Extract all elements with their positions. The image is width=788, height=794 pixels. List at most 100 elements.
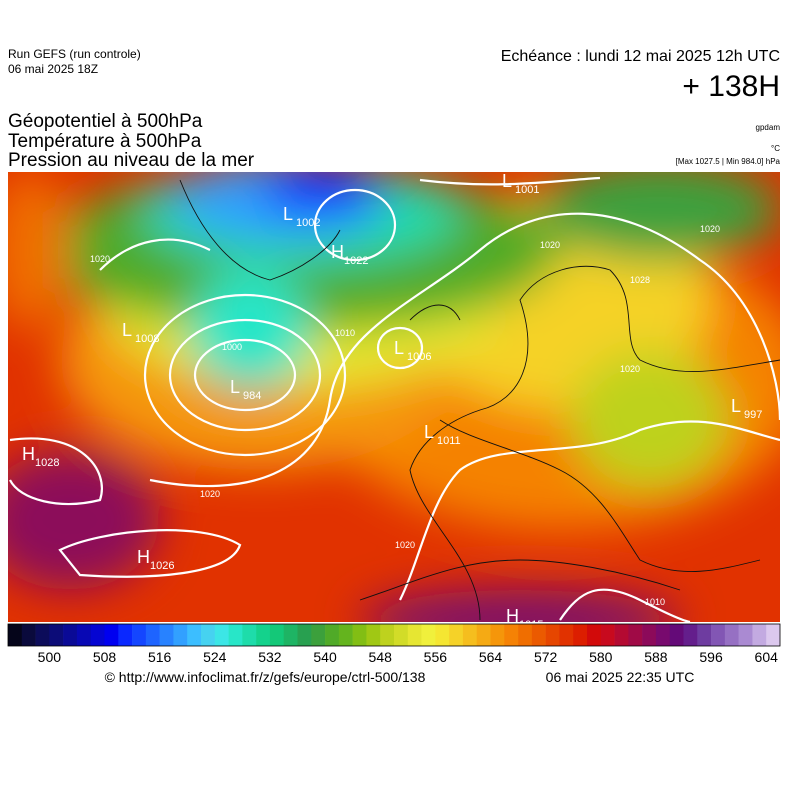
color-swatch [697,624,712,646]
isobar-label: 1010 [645,597,665,607]
color-swatch [614,624,629,646]
unit-gpdam: gpdam [756,123,781,132]
colorbar-label: 508 [93,649,117,665]
color-swatch [504,624,519,646]
isobars [9,176,780,622]
center-kind: L [424,422,434,442]
unit-celsius: °C [771,144,780,153]
color-swatch [587,624,602,646]
color-swatch [435,624,450,646]
color-swatch [490,624,505,646]
color-swatch [407,624,422,646]
center-value: 1026 [150,560,174,572]
color-swatch [76,624,92,646]
colorbar-label: 564 [479,649,503,665]
color-swatch [421,624,436,646]
color-swatch [283,624,298,646]
center-kind: L [230,377,240,397]
color-swatch [600,624,615,646]
timestamp: 06 mai 2025 22:35 UTC [546,669,695,685]
isobar-label: 1020 [620,364,640,374]
color-swatch [518,624,533,646]
color-swatch [476,624,491,646]
pressure-range: [Max 1027.5 | Min 984.0] hPa [676,157,781,166]
isobar-label: 1020 [90,254,110,264]
color-swatch [256,624,271,646]
color-swatch [63,624,78,646]
colorbar-label: 580 [589,649,613,665]
colorbar-label: 572 [534,649,558,665]
colorbar-label: 524 [203,649,227,665]
color-swatch [173,624,188,646]
color-swatch [683,624,698,646]
source: © http://www.infoclimat.fr/z/gefs/europe… [105,669,426,685]
color-swatch [297,624,312,646]
colorbar-label: 556 [424,649,448,665]
isobar-label: 1020 [395,540,415,550]
center-value: 1011 [437,435,461,447]
color-swatch [559,624,574,646]
color-swatch [545,624,560,646]
center-value: 1022 [344,255,368,267]
color-swatch [766,624,781,646]
color-swatch [242,624,257,646]
color-swatch [269,624,285,646]
center-value: 997 [744,409,762,421]
center-kind: H [331,242,344,262]
isobar-label: 1020 [700,224,720,234]
center-value: 1001 [515,184,539,196]
color-swatch [325,624,340,646]
colorbar-label: 540 [313,649,337,665]
center-kind: L [502,171,512,191]
color-swatch [352,624,367,646]
color-swatch [738,624,753,646]
color-swatch [132,624,147,646]
isobar-labels: 1020 1000 1010 1020 1020 1028 1020 1020 1010 1020 [90,224,720,607]
color-swatch [21,624,36,646]
center-value: 984 [243,390,261,402]
color-swatch [366,624,381,646]
color-swatch [462,624,478,646]
echeance: Echéance : lundi 12 mai 2025 12h UTC [501,48,780,65]
colorbar-label: 604 [755,649,779,665]
center-kind: H [137,547,150,567]
run-label: Run GEFS (run controle) [8,47,141,61]
center-kind: H [506,606,519,626]
color-swatch [159,624,174,646]
center-kind: H [22,444,35,464]
color-swatch [338,624,353,646]
colorbar-label: 500 [38,649,62,665]
title-geopotential: Géopotentiel à 500hPa [8,111,203,132]
color-swatch [380,624,395,646]
colorbar-label: 596 [699,649,723,665]
color-swatch [531,624,546,646]
color-swatch [669,624,684,646]
color-swatch [655,624,671,646]
colorbar-label: 516 [148,649,172,665]
color-swatch [724,624,739,646]
color-swatch [394,624,409,646]
color-swatch [311,624,326,646]
lead-time: + 138H [682,70,780,103]
color-swatch [8,624,23,646]
color-swatch [90,624,105,646]
color-swatch [35,624,50,646]
center-value: 1002 [296,217,320,229]
center-kind: L [394,338,404,358]
colorbar: 500 508 516 524 532 540 548 556 564 572 580 588 596 6… [7,623,781,665]
title-pressure: Pression au niveau de la mer [8,150,255,171]
colorbar-label: 548 [369,649,393,665]
color-swatch [449,624,464,646]
isobar-label: 1010 [335,328,355,338]
isobar-label: 1020 [200,489,220,499]
color-swatch [145,624,160,646]
color-swatch [642,624,657,646]
color-swatch [49,624,64,646]
center-kind: L [122,320,132,340]
color-swatch [711,624,726,646]
title-temperature: Température à 500hPa [8,131,202,152]
color-swatch [104,624,119,646]
color-swatch [573,624,588,646]
